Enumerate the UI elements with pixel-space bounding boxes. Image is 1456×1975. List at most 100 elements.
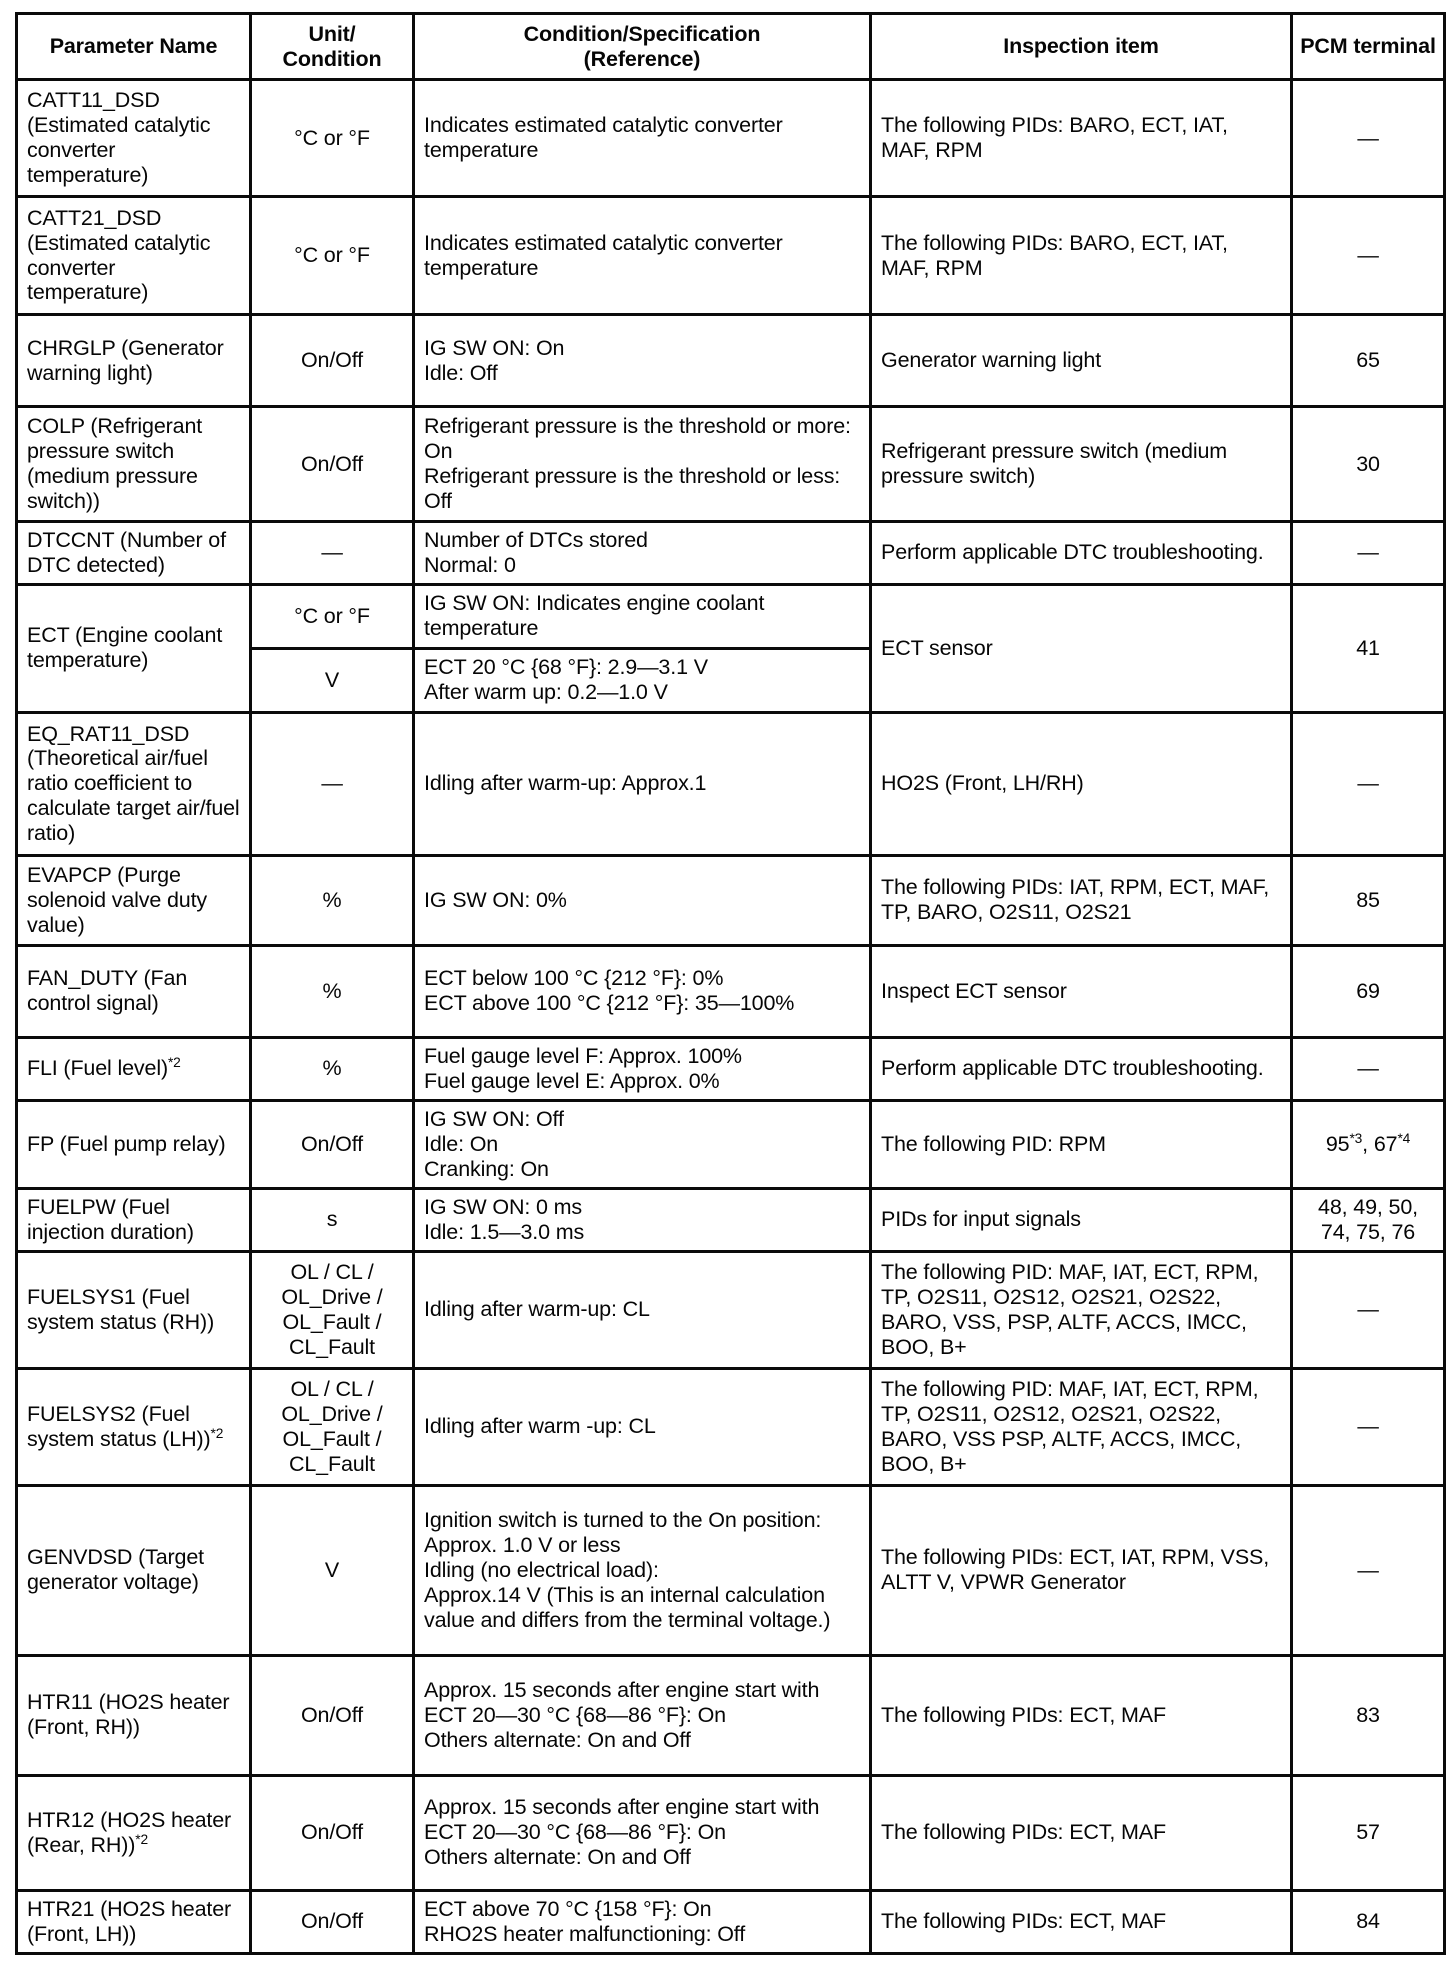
table-row-genvdsd: GENVDSD (Target generator voltage) V Ign… bbox=[15, 1483, 1446, 1657]
param-cell: FUELPW (Fuel injection duration) bbox=[15, 1186, 252, 1253]
footnote-marker: *3 bbox=[1349, 1130, 1363, 1146]
terminal-cell: — bbox=[1290, 1366, 1446, 1487]
inspection-cell: ECT sensor bbox=[869, 582, 1293, 714]
terminal-cell: — bbox=[1290, 710, 1446, 857]
table-row-evapcp: EVAPCP (Purge solenoid valve duty value)… bbox=[15, 853, 1446, 947]
condition-cell: Idling after warm -up: CL bbox=[412, 1366, 872, 1487]
terminal-cell: 84 bbox=[1290, 1888, 1446, 1955]
pcm-parameter-table: Parameter Name Unit/ Condition Condition… bbox=[15, 12, 1446, 1955]
unit-cell: — bbox=[249, 710, 415, 857]
terminal-cell: 41 bbox=[1290, 582, 1446, 714]
table-row-fp: FP (Fuel pump relay) On/Off IG SW ON: Of… bbox=[15, 1098, 1446, 1190]
condition-cell: Idling after warm-up: Approx.1 bbox=[412, 710, 872, 857]
terminal-cell: 57 bbox=[1290, 1773, 1446, 1892]
table-row-ect-sub2: V ECT 20 °C {68 °F}: 2.9—3.1 V After war… bbox=[17, 646, 1445, 714]
col-header-unit-condition: Unit/ Condition bbox=[249, 12, 415, 81]
footnote-marker: *4 bbox=[1397, 1130, 1411, 1146]
inspection-cell: The following PID: MAF, IAT, ECT, RPM, T… bbox=[869, 1249, 1293, 1370]
table-row-htr12: HTR12 (HO2S heater (Rear, RH))*2 On/Off … bbox=[15, 1773, 1446, 1892]
condition-cell: IG SW ON: 0% bbox=[412, 853, 872, 947]
inspection-cell: Perform applicable DTC troubleshooting. bbox=[869, 1035, 1293, 1102]
header-row: Parameter Name Unit/ Condition Condition… bbox=[15, 12, 1446, 81]
terminal-cell: 83 bbox=[1290, 1653, 1446, 1777]
inspection-cell: The following PIDs: ECT, MAF bbox=[869, 1653, 1293, 1777]
param-cell: FLI (Fuel level)*2 bbox=[15, 1035, 252, 1102]
unit-cell: On/Off bbox=[249, 313, 415, 408]
condition-cell: ECT below 100 °C {212 °F}: 0% ECT above … bbox=[412, 943, 872, 1039]
unit-cell: On/Off bbox=[249, 405, 415, 523]
condition-cell: Indicates estimated catalytic converter … bbox=[412, 195, 872, 316]
unit-cell: % bbox=[249, 943, 415, 1039]
table-row-chrglp: CHRGLP (Generator warning light) On/Off … bbox=[15, 313, 1446, 408]
inspection-cell: The following PID: MAF, IAT, ECT, RPM, T… bbox=[869, 1366, 1293, 1487]
terminal-cell: — bbox=[1290, 1035, 1446, 1102]
table-row-fli: FLI (Fuel level)*2 % Fuel gauge level F:… bbox=[15, 1035, 1446, 1102]
param-cell: FUELSYS2 (Fuel system status (LH))*2 bbox=[15, 1366, 252, 1487]
table-row-eq-rat11: EQ_RAT11_DSD (Theoretical air/fuel ratio… bbox=[15, 710, 1446, 857]
col-header-parameter-name: Parameter Name bbox=[15, 12, 252, 81]
col-header-pcm-terminal: PCM terminal bbox=[1290, 12, 1446, 81]
unit-cell: V bbox=[249, 1483, 415, 1657]
unit-cell: On/Off bbox=[249, 1653, 415, 1777]
param-cell: FUELSYS1 (Fuel system status (RH)) bbox=[15, 1249, 252, 1370]
param-cell: CHRGLP (Generator warning light) bbox=[15, 313, 252, 408]
table-row-catt11: CATT11_DSD (Estimated catalytic converte… bbox=[15, 78, 1446, 198]
condition-cell: Approx. 15 seconds after engine start wi… bbox=[412, 1653, 872, 1777]
condition-cell: IG SW ON: On Idle: Off bbox=[412, 313, 872, 408]
inspection-cell: The following PIDs: ECT, MAF bbox=[869, 1888, 1293, 1955]
table-row-htr11: HTR11 (HO2S heater (Front, RH)) On/Off A… bbox=[15, 1653, 1446, 1777]
param-cell: FP (Fuel pump relay) bbox=[15, 1098, 252, 1190]
inspection-cell: The following PIDs: ECT, IAT, RPM, VSS, … bbox=[869, 1483, 1293, 1657]
terminal-cell: 48, 49, 50, 74, 75, 76 bbox=[1290, 1186, 1446, 1253]
terminal-cell: — bbox=[1290, 1483, 1446, 1657]
param-cell: CATT11_DSD (Estimated catalytic converte… bbox=[15, 78, 252, 198]
inspection-cell: Refrigerant pressure switch (medium pres… bbox=[869, 405, 1293, 523]
unit-cell: On/Off bbox=[249, 1098, 415, 1190]
unit-cell: OL / CL / OL_Drive / OL_Fault / CL_Fault bbox=[249, 1249, 415, 1370]
inspection-cell: Generator warning light bbox=[869, 313, 1293, 408]
terminal-cell: — bbox=[1290, 195, 1446, 316]
condition-cell: ECT above 70 °C {158 °F}: On RHO2S heate… bbox=[412, 1888, 872, 1955]
condition-cell: IG SW ON: Off Idle: On Cranking: On bbox=[412, 1098, 872, 1190]
footnote-marker: *2 bbox=[135, 1831, 148, 1847]
unit-cell: % bbox=[249, 1035, 415, 1102]
inspection-cell: The following PIDs: IAT, RPM, ECT, MAF, … bbox=[869, 853, 1293, 947]
condition-cell: Refrigerant pressure is the threshold or… bbox=[412, 405, 872, 523]
condition-cell: Ignition switch is turned to the On posi… bbox=[412, 1483, 872, 1657]
condition-cell: ECT 20 °C {68 °F}: 2.9—3.1 V After warm … bbox=[412, 646, 872, 714]
unit-cell: V bbox=[249, 646, 415, 714]
param-cell: FAN_DUTY (Fan control signal) bbox=[15, 943, 252, 1039]
table-row-htr21: HTR21 (HO2S heater (Front, LH)) On/Off E… bbox=[15, 1888, 1446, 1955]
terminal-cell: 85 bbox=[1290, 853, 1446, 947]
footnote-marker: *2 bbox=[210, 1425, 224, 1441]
param-cell: ECT (Engine coolant temperature) bbox=[15, 582, 252, 714]
table-row-fuelsys2: FUELSYS2 (Fuel system status (LH))*2 OL … bbox=[15, 1366, 1446, 1487]
terminal-cell: — bbox=[1290, 1249, 1446, 1370]
param-cell: DTCCNT (Number of DTC detected) bbox=[15, 520, 252, 586]
condition-cell: Fuel gauge level F: Approx. 100% Fuel ga… bbox=[412, 1035, 872, 1102]
param-cell: HTR11 (HO2S heater (Front, RH)) bbox=[15, 1653, 252, 1777]
param-cell: HTR12 (HO2S heater (Rear, RH))*2 bbox=[15, 1773, 252, 1892]
param-cell: EVAPCP (Purge solenoid valve duty value) bbox=[15, 853, 252, 947]
condition-cell: IG SW ON: 0 ms Idle: 1.5—3.0 ms bbox=[412, 1186, 872, 1253]
terminal-cell: 30 bbox=[1290, 405, 1446, 523]
col-header-condition-specification: Condition/Specification (Reference) bbox=[412, 12, 872, 81]
unit-cell: s bbox=[249, 1186, 415, 1253]
param-cell: EQ_RAT11_DSD (Theoretical air/fuel ratio… bbox=[15, 710, 252, 857]
terminal-cell: 95*3, 67*4 bbox=[1290, 1098, 1446, 1190]
unit-cell: % bbox=[249, 853, 415, 947]
unit-cell: — bbox=[249, 520, 415, 586]
condition-cell: IG SW ON: Indicates engine coolant tempe… bbox=[412, 582, 872, 650]
inspection-cell: Perform applicable DTC troubleshooting. bbox=[869, 520, 1293, 586]
inspection-cell: Inspect ECT sensor bbox=[869, 943, 1293, 1039]
condition-cell: Number of DTCs stored Normal: 0 bbox=[412, 520, 872, 586]
inspection-cell: The following PIDs: BARO, ECT, IAT, MAF,… bbox=[869, 195, 1293, 316]
param-cell: CATT21_DSD (Estimated catalytic converte… bbox=[15, 195, 252, 316]
unit-cell: OL / CL / OL_Drive / OL_Fault / CL_Fault bbox=[249, 1366, 415, 1487]
footnote-marker: *2 bbox=[167, 1055, 181, 1071]
unit-cell: °C or °F bbox=[249, 582, 415, 650]
condition-cell: Approx. 15 seconds after engine start wi… bbox=[412, 1773, 872, 1892]
unit-cell: On/Off bbox=[249, 1773, 415, 1892]
condition-cell: Idling after warm-up: CL bbox=[412, 1249, 872, 1370]
